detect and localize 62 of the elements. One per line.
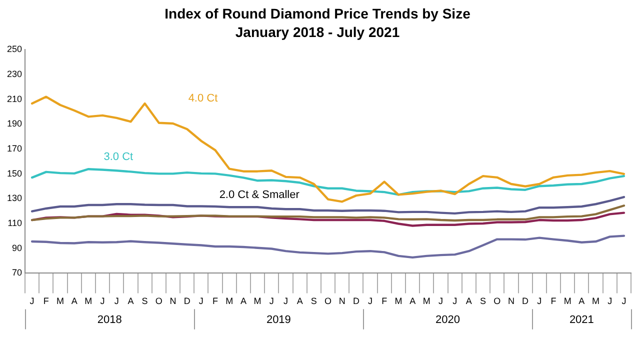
x-tick-label: O <box>324 296 332 306</box>
x-tick-label: F <box>550 296 557 306</box>
x-tick-label: A <box>296 296 303 306</box>
x-tick-label: J <box>452 296 458 306</box>
x-tick-label: M <box>84 296 92 306</box>
x-tick-label: J <box>269 296 274 306</box>
y-tick-label: 190 <box>6 118 22 129</box>
x-tick-label: S <box>142 296 148 306</box>
x-tick-label: A <box>578 296 585 306</box>
x-tick-label: J <box>537 296 542 306</box>
x-tick-label: D <box>352 296 360 306</box>
x-tick-label: N <box>338 296 346 306</box>
x-tick-label: J <box>30 296 34 306</box>
x-tick-label: A <box>410 296 416 306</box>
x-tick-label: M <box>592 296 600 306</box>
x-tick-label: J <box>198 296 204 306</box>
series-label: 2.0 Ct & Smaller <box>219 189 300 202</box>
x-tick-label: F <box>382 296 388 306</box>
y-tick-label: 130 <box>6 193 22 204</box>
x-tick-label: N <box>170 296 176 306</box>
text: 2020 <box>436 314 460 326</box>
x-tick-label: O <box>155 296 162 306</box>
x-tick-label: D <box>184 296 191 306</box>
series-label: 3.0 Ct <box>104 151 134 164</box>
x-tick-label: J <box>283 296 288 306</box>
chart-subtitle: January 2018 - July 2021 <box>235 24 400 40</box>
x-tick-label: S <box>480 296 486 306</box>
x-tick-label: A <box>71 296 78 306</box>
x-tick-label: D <box>522 296 530 306</box>
x-tick-label: N <box>508 296 514 306</box>
y-tick-label: 150 <box>6 168 22 178</box>
x-tick-label: M <box>564 296 572 306</box>
x-tick-label: M <box>422 296 430 306</box>
text: 2021 <box>569 314 594 326</box>
x-tick-label: O <box>494 296 501 306</box>
x-tick-label: J <box>100 296 105 306</box>
x-tick-label: M <box>56 296 64 306</box>
x-tick-label: M <box>226 296 234 306</box>
x-tick-label: S <box>310 296 317 306</box>
y-tick-label: 90 <box>12 242 22 253</box>
x-tick-label: F <box>43 296 50 306</box>
x-tick-label: M <box>394 296 402 306</box>
text: 2018 <box>97 314 122 326</box>
y-tick-label: 250 <box>6 44 22 54</box>
x-tick-label: A <box>128 296 134 306</box>
y-tick-label: 230 <box>6 68 22 79</box>
x-tick-label: J <box>622 296 626 306</box>
y-tick-label: 210 <box>6 94 22 104</box>
x-tick-label: J <box>368 296 373 306</box>
x-tick-label: F <box>212 296 219 306</box>
y-tick-label: 110 <box>8 218 22 228</box>
chart-title: Index of Round Diamond Price Trends by Size <box>164 5 471 22</box>
text: 4.0 Ct <box>188 92 218 105</box>
y-tick-label: 70 <box>12 268 22 278</box>
x-tick-label: J <box>114 296 119 306</box>
text: 2019 <box>266 314 291 326</box>
x-tick-label: A <box>240 296 246 306</box>
x-tick-label: A <box>466 296 472 306</box>
x-tick-label: M <box>254 296 262 306</box>
x-tick-label: J <box>438 296 443 306</box>
x-tick-label: J <box>608 296 612 306</box>
y-tick-label: 170 <box>6 143 22 154</box>
